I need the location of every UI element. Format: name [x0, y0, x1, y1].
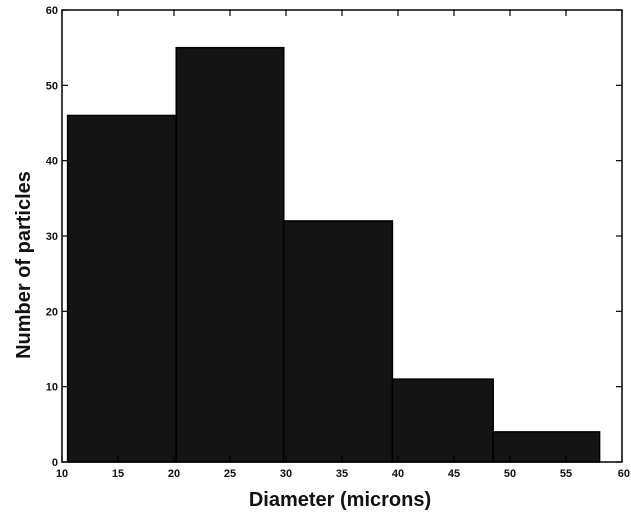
x-axis-title: Diameter (microns): [249, 489, 431, 511]
x-tick-label: 25: [224, 468, 236, 480]
y-tick-label: 10: [46, 382, 58, 394]
histogram-bar-4: [391, 378, 494, 463]
histogram-bar-1: [66, 114, 177, 463]
y-tick-label: 50: [46, 80, 58, 92]
y-tick-label: 20: [46, 306, 58, 318]
ticks-group: [61, 9, 623, 463]
y-axis-title: Number of particles: [13, 171, 35, 359]
bars-group: [66, 46, 601, 463]
x-tick-label: 10: [56, 468, 68, 480]
x-tick-label: 30: [280, 468, 292, 480]
x-tick-label: 50: [504, 468, 516, 480]
histogram-bar-2: [175, 46, 285, 463]
y-tick-labels: 0 10 20 30 40 50 60: [46, 5, 58, 469]
y-tick-label: 0: [52, 457, 58, 469]
x-tick-labels: 10 15 20 25 30 35 40 45 50 55 60: [56, 468, 630, 480]
x-tick-label: 45: [448, 468, 460, 480]
histogram-bar-5: [492, 431, 601, 463]
y-tick-label: 60: [46, 5, 58, 17]
x-tick-label: 40: [392, 468, 404, 480]
x-tick-label: 60: [618, 468, 630, 480]
y-tick-label: 40: [46, 156, 58, 168]
x-tick-label: 15: [112, 468, 124, 480]
x-tick-label: 35: [336, 468, 348, 480]
histogram-bar-3: [283, 220, 394, 463]
x-tick-label: 55: [560, 468, 572, 480]
x-tick-label: 20: [168, 468, 180, 480]
y-tick-label: 30: [46, 231, 58, 243]
